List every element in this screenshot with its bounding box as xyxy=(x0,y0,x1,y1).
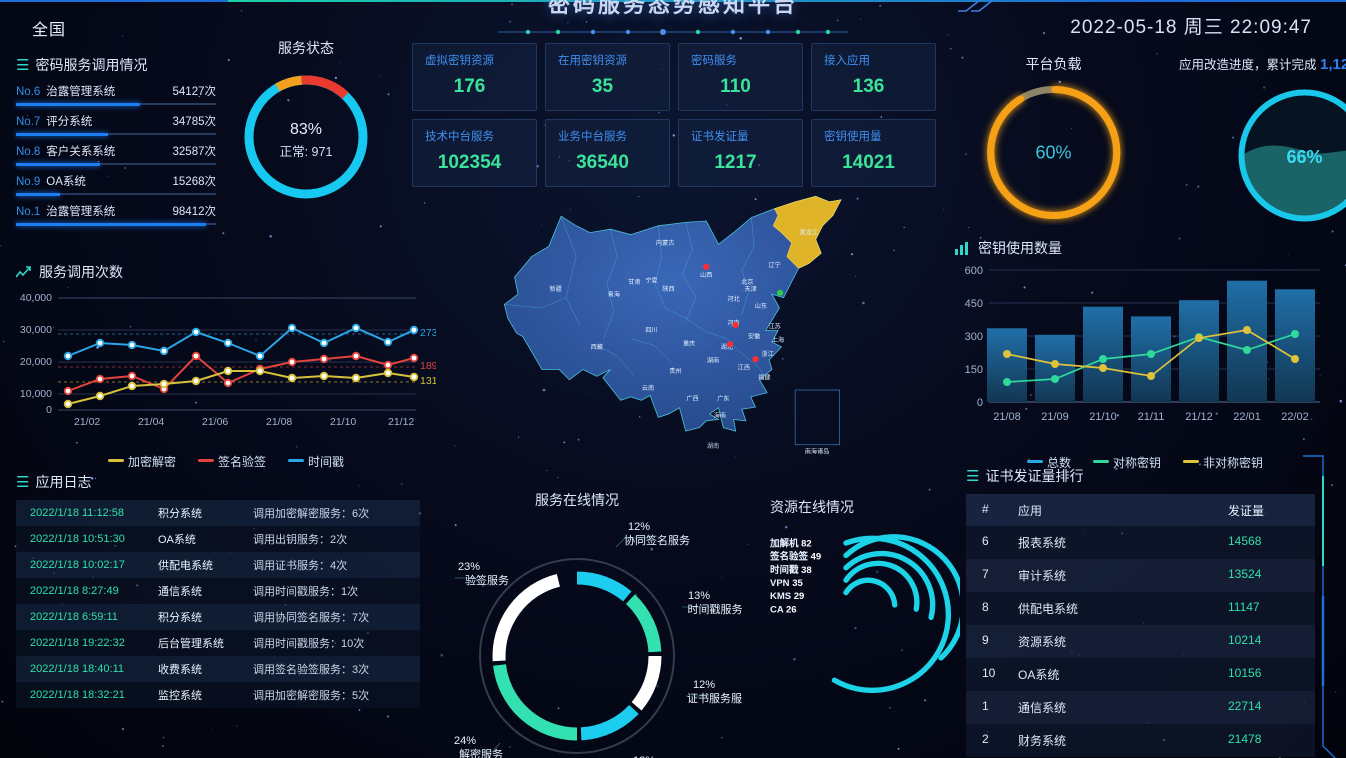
svg-text:12%: 12% xyxy=(693,679,715,691)
svg-text:23%: 23% xyxy=(458,561,480,573)
svg-text:验签服务: 验签服务 xyxy=(465,573,509,587)
svg-text:河北: 河北 xyxy=(727,295,739,303)
svg-text:西藏: 西藏 xyxy=(591,343,603,351)
svg-text:21/09: 21/09 xyxy=(1041,411,1069,423)
svg-text:60%: 60% xyxy=(1035,143,1071,163)
svg-text:21/02: 21/02 xyxy=(74,416,100,428)
svg-text:21/12: 21/12 xyxy=(1185,411,1213,423)
svg-text:安徽: 安徽 xyxy=(748,333,760,341)
svg-text:KMS 29: KMS 29 xyxy=(770,591,804,602)
svg-text:宁夏: 宁夏 xyxy=(645,277,657,285)
svg-text:21/04: 21/04 xyxy=(138,416,164,428)
svg-text:10,000: 10,000 xyxy=(20,388,52,400)
svg-text:600: 600 xyxy=(965,265,983,277)
svg-text:签名验签 49: 签名验签 49 xyxy=(770,551,821,563)
svg-text:21/06: 21/06 xyxy=(202,416,228,428)
svg-text:21/11: 21/11 xyxy=(1138,411,1165,423)
svg-text:21/10: 21/10 xyxy=(330,416,356,428)
svg-text:30,000: 30,000 xyxy=(20,324,52,336)
svg-text:正常: 971: 正常: 971 xyxy=(280,145,333,159)
svg-text:四川: 四川 xyxy=(645,327,657,334)
svg-text:加解机 82: 加解机 82 xyxy=(770,537,812,549)
svg-text:13158: 13158 xyxy=(420,375,436,387)
svg-text:27350: 27350 xyxy=(420,327,436,339)
svg-text:21/08: 21/08 xyxy=(266,416,292,428)
svg-text:北京: 北京 xyxy=(741,278,753,286)
svg-text:150: 150 xyxy=(965,364,983,376)
svg-text:重庆: 重庆 xyxy=(683,340,695,348)
svg-text:海南: 海南 xyxy=(714,411,726,419)
svg-text:湖南: 湖南 xyxy=(707,357,719,365)
svg-text:福建: 福建 xyxy=(758,374,770,382)
svg-text:内蒙古: 内蒙古 xyxy=(656,239,674,247)
svg-text:上海: 上海 xyxy=(772,336,784,344)
svg-text:南海诸岛: 南海诸岛 xyxy=(805,448,830,455)
svg-text:20,000: 20,000 xyxy=(20,356,52,368)
svg-text:450: 450 xyxy=(965,298,983,310)
svg-text:12%: 12% xyxy=(628,521,650,533)
svg-text:21/10: 21/10 xyxy=(1089,411,1117,423)
svg-text:新疆: 新疆 xyxy=(550,285,562,293)
svg-text:40,000: 40,000 xyxy=(20,292,52,304)
svg-text:83%: 83% xyxy=(290,121,322,138)
svg-text:广东: 广东 xyxy=(717,394,729,402)
svg-text:湖南: 湖南 xyxy=(707,442,719,450)
svg-text:300: 300 xyxy=(965,331,983,343)
svg-text:云南: 云南 xyxy=(642,384,654,392)
svg-text:辽宁: 辽宁 xyxy=(768,261,780,269)
svg-text:证书服务服务: 证书服务服务 xyxy=(687,692,742,705)
svg-text:0: 0 xyxy=(977,397,983,409)
svg-text:江苏: 江苏 xyxy=(768,322,780,330)
svg-text:山西: 山西 xyxy=(700,271,712,279)
svg-text:66%: 66% xyxy=(1286,147,1322,167)
svg-text:18994: 18994 xyxy=(420,360,436,372)
svg-text:山东: 山东 xyxy=(755,302,767,310)
svg-text:广西: 广西 xyxy=(686,394,698,402)
svg-text:浙江: 浙江 xyxy=(762,350,774,358)
svg-text:22/02: 22/02 xyxy=(1281,411,1309,423)
svg-text:13%: 13% xyxy=(688,590,710,602)
svg-text:21/08: 21/08 xyxy=(993,411,1021,423)
svg-text:协同签名服务: 协同签名服务 xyxy=(624,533,690,547)
svg-text:甘肃: 甘肃 xyxy=(628,278,640,286)
svg-text:贵州: 贵州 xyxy=(669,367,681,375)
svg-text:21/12: 21/12 xyxy=(388,416,414,428)
svg-text:时间戳服务: 时间戳服务 xyxy=(688,603,743,616)
svg-text:22/01: 22/01 xyxy=(1233,411,1261,423)
svg-text:江西: 江西 xyxy=(738,364,750,371)
svg-text:CA 26: CA 26 xyxy=(770,604,797,615)
svg-text:陕西: 陕西 xyxy=(662,285,674,293)
svg-text:黑龙江: 黑龙江 xyxy=(800,229,818,237)
svg-text:青海: 青海 xyxy=(608,290,620,298)
svg-text:0: 0 xyxy=(46,404,52,416)
svg-text:时间戳 38: 时间戳 38 xyxy=(770,564,812,576)
svg-text:24%: 24% xyxy=(454,735,476,747)
svg-text:解密服务: 解密服务 xyxy=(459,747,503,758)
svg-text:天津: 天津 xyxy=(745,285,757,293)
svg-text:VPN 35: VPN 35 xyxy=(770,578,803,589)
